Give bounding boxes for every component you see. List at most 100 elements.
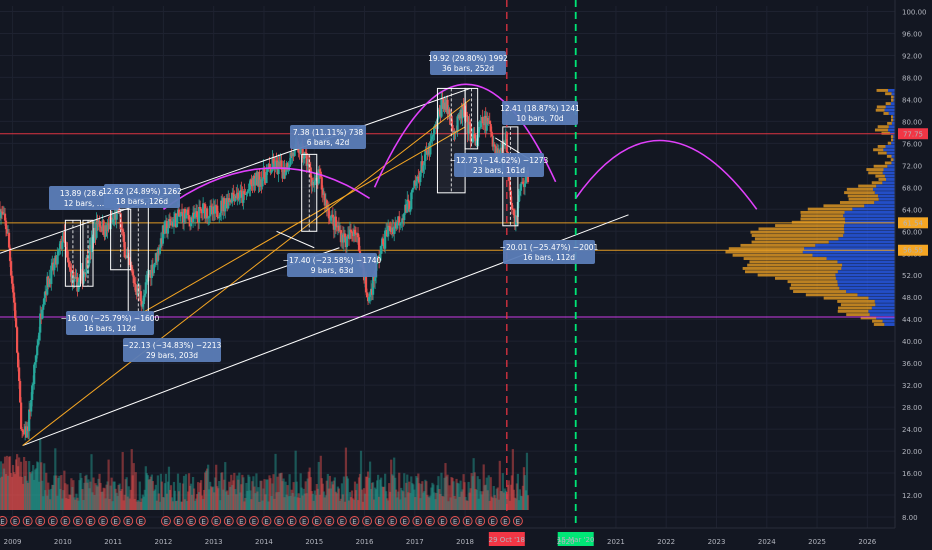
volume-bar bbox=[419, 498, 422, 510]
volume-bar bbox=[25, 460, 28, 510]
volume-bar bbox=[97, 478, 100, 510]
volume-bar bbox=[405, 482, 408, 510]
measure-label-box bbox=[49, 186, 119, 210]
candle-body bbox=[431, 136, 434, 140]
measure-label-value: −12.73 (−14.62%) −1273 bbox=[450, 156, 549, 165]
volume-bar bbox=[234, 488, 237, 510]
volume-profile-bar-up bbox=[884, 108, 895, 112]
volume-bar bbox=[287, 496, 290, 510]
candle-body bbox=[388, 225, 391, 227]
volume-bar bbox=[46, 495, 49, 510]
candle-body bbox=[186, 209, 190, 216]
volume-bar bbox=[475, 489, 478, 510]
volume-bar bbox=[312, 500, 315, 510]
volume-bar bbox=[41, 480, 44, 510]
volume-bar bbox=[418, 483, 421, 510]
candle-body bbox=[485, 117, 488, 131]
earnings-icon bbox=[236, 516, 247, 526]
candle-body bbox=[128, 257, 131, 265]
y-axis-tick-label: 8.00 bbox=[902, 514, 918, 522]
candle-body bbox=[465, 111, 468, 117]
earnings-marker-label: E bbox=[88, 518, 92, 526]
volume-bar bbox=[170, 497, 174, 510]
volume-bar bbox=[107, 459, 110, 510]
volume-bar bbox=[292, 482, 295, 510]
volume-bar bbox=[299, 473, 302, 510]
measure-label-box bbox=[454, 153, 544, 177]
candle-body bbox=[269, 167, 272, 173]
candle-body bbox=[147, 274, 150, 276]
earnings-icon bbox=[462, 516, 473, 526]
candle-body bbox=[10, 275, 14, 284]
candle-body bbox=[306, 163, 309, 166]
volume-bar bbox=[158, 501, 161, 510]
volume-bar bbox=[334, 491, 337, 510]
trend-line bbox=[22, 99, 471, 446]
volume-profile-bar-up bbox=[882, 181, 895, 185]
volume-bar bbox=[338, 500, 341, 510]
x-axis: 2009 2010 2011 2012 2013 2014 2015 2016 2017 2018… bbox=[0, 527, 895, 546]
volume-bar bbox=[233, 472, 236, 510]
volume-profile-bar-up bbox=[893, 138, 895, 142]
volume-bar bbox=[131, 475, 134, 510]
candle-body bbox=[521, 181, 525, 184]
earnings-icon bbox=[85, 516, 96, 526]
earnings-marker-label: E bbox=[478, 518, 482, 526]
trend-line bbox=[0, 87, 471, 254]
volume-profile-bar-up bbox=[885, 145, 895, 148]
volume-profile-bar-up bbox=[893, 118, 895, 122]
earnings-icon bbox=[72, 516, 83, 526]
volume-bar bbox=[313, 490, 316, 510]
volume-bar bbox=[219, 500, 222, 510]
earnings-marker-label: E bbox=[327, 518, 331, 526]
volume-bar bbox=[402, 491, 405, 510]
volume-bar bbox=[84, 475, 87, 510]
candle-body bbox=[403, 213, 406, 221]
candle-body bbox=[478, 126, 481, 128]
earnings-icon bbox=[223, 516, 234, 526]
volume-bar bbox=[483, 485, 486, 510]
candle-body bbox=[271, 158, 274, 171]
volume-bar bbox=[15, 454, 19, 510]
volume-bar bbox=[495, 488, 498, 510]
candle-body bbox=[21, 429, 24, 431]
volume-bar bbox=[387, 500, 390, 510]
volume-profile-bar-down bbox=[877, 151, 887, 155]
volume-bar bbox=[192, 488, 196, 510]
volume-bar bbox=[190, 494, 194, 510]
volume-bar bbox=[493, 495, 496, 510]
volume-bar bbox=[438, 489, 441, 510]
volume-profile-bar-up bbox=[875, 303, 895, 307]
volume-bar bbox=[360, 489, 364, 510]
volume-profile-bar-up bbox=[874, 201, 895, 204]
candle-body bbox=[493, 144, 496, 147]
volume-bar bbox=[218, 481, 221, 510]
volume-bar bbox=[289, 495, 292, 510]
candle-body bbox=[199, 207, 202, 209]
volume-bar bbox=[155, 500, 158, 510]
volume-bar bbox=[189, 483, 193, 510]
volume-bar bbox=[260, 480, 263, 510]
volume-bar bbox=[226, 490, 229, 510]
candle-body bbox=[207, 217, 210, 219]
volume-profile-bar-up bbox=[864, 204, 895, 208]
volume-bar bbox=[469, 488, 472, 510]
volume-bar bbox=[247, 474, 250, 510]
y-axis-tick-label: 28.00 bbox=[902, 404, 922, 412]
volume-bar bbox=[266, 479, 269, 510]
volume-bar bbox=[268, 475, 271, 510]
volume-bar bbox=[265, 479, 268, 510]
candle-body bbox=[98, 221, 101, 227]
volume-bar bbox=[502, 492, 505, 510]
candle-body bbox=[134, 284, 137, 292]
volume-bar bbox=[17, 466, 20, 510]
volume-bar bbox=[51, 484, 54, 510]
measure-label-duration: 18 bars, 126d bbox=[116, 197, 168, 206]
earnings-marker-label: E bbox=[289, 518, 293, 526]
volume-profile-bar-up bbox=[857, 293, 895, 297]
earnings-marker-label: E bbox=[113, 518, 117, 526]
volume-bar bbox=[400, 487, 403, 510]
earnings-icon bbox=[299, 516, 310, 526]
